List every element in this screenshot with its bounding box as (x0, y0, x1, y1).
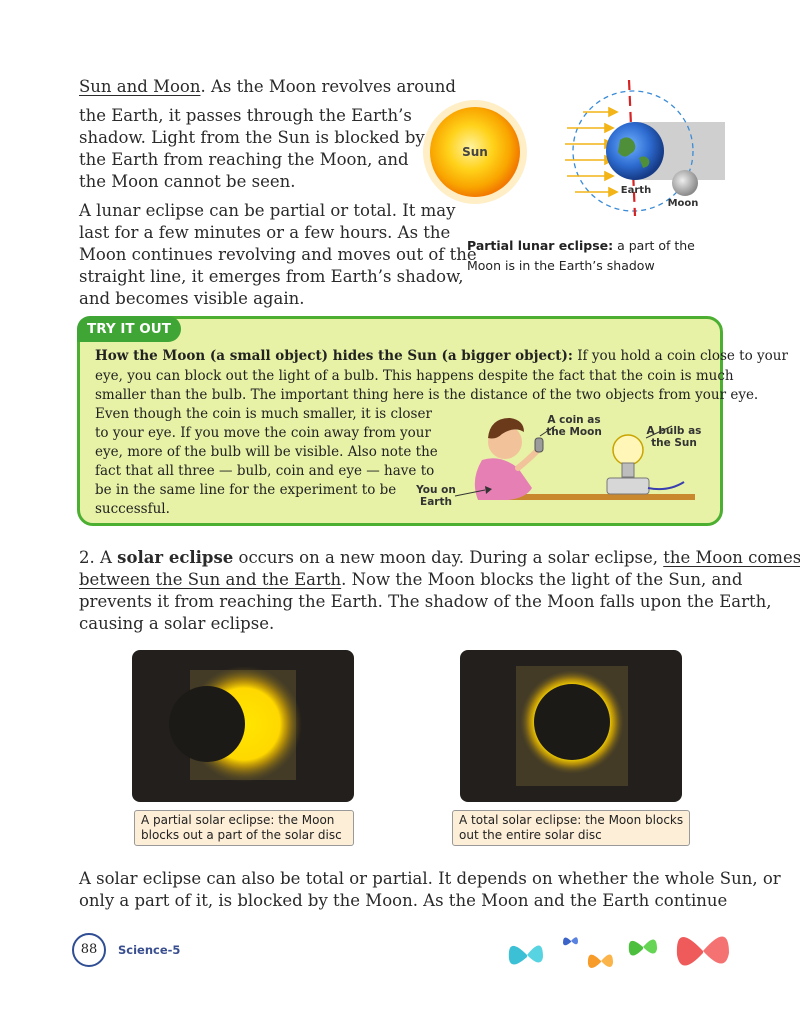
lunar-caption-line: Moon is in the Earth’s shadow (467, 258, 655, 273)
para-line: between the Sun and the Earth. Now the M… (79, 570, 743, 589)
try-line: eye, you can block out the light of a bu… (95, 368, 734, 384)
sun-icon (430, 107, 520, 197)
moon-orbit (572, 90, 694, 212)
try-line: to your eye. If you move the coin away f… (95, 425, 431, 441)
try-line: be in the same line for the experiment t… (95, 482, 397, 498)
page-number: 88 (72, 933, 106, 967)
try-line: fact that all three — bulb, coin and eye… (95, 463, 435, 479)
para-line: A solar eclipse can also be total or par… (79, 869, 781, 888)
try-line: smaller than the bulb. The important thi… (95, 387, 759, 403)
para-line: only a part of it, is blocked by the Moo… (79, 891, 728, 910)
coin-bulb-illustration (454, 418, 695, 500)
table (505, 494, 695, 500)
total-eclipse-image (516, 666, 628, 786)
butterfly-icon (508, 945, 543, 965)
para-line: Moon continues revolving and moves out o… (79, 245, 477, 264)
partial-eclipse-caption: A partial solar eclipse: the Moon blocks … (134, 810, 354, 846)
lunar-eclipse-diagram: Sun Earth Moon (423, 79, 725, 217)
butterflies-decoration (508, 936, 729, 969)
para-line: 2. A solar eclipse occurs on a new moon … (79, 548, 800, 567)
partial-eclipse-image (169, 666, 302, 782)
try-line: How the Moon (a small object) hides the … (95, 348, 788, 364)
moon-disc (534, 684, 610, 760)
butterfly-icon (676, 936, 729, 966)
earth-label: Earth (621, 185, 651, 196)
para-line: A lunar eclipse can be partial or total.… (79, 201, 456, 220)
moon-disc (169, 686, 245, 762)
bulb-label: A bulb as the Sun (646, 425, 702, 449)
partial-eclipse-panel (132, 650, 354, 802)
para-line: the Moon cannot be seen. (79, 172, 296, 191)
lunar-caption-line: Partial lunar eclipse: a part of the (467, 238, 695, 253)
para-line: prevents it from reaching the Earth. The… (79, 592, 772, 611)
para-line: causing a solar eclipse. (79, 614, 275, 633)
para-line: the Earth, it passes through the Earth’s (79, 106, 412, 125)
you-label: You on Earth (416, 484, 456, 508)
sun-label: Sun (462, 145, 488, 159)
para-line: straight line, it emerges from Earth’s s… (79, 267, 464, 286)
moon-icon (672, 170, 698, 196)
earth-icon (606, 122, 664, 180)
total-eclipse-panel (460, 650, 682, 802)
para-line: Sun and Moon. As the Moon revolves aroun… (79, 77, 456, 96)
butterfly-icon (563, 937, 578, 946)
para-line: last for a few minutes or a few hours. A… (79, 223, 451, 242)
para-line: and becomes visible again. (79, 289, 305, 308)
bulb-stand (606, 477, 650, 495)
sunlight-arrows (565, 106, 619, 198)
butterfly-icon (628, 939, 657, 956)
para-line: the Earth from reaching the Moon, and (79, 150, 409, 169)
try-it-out-tab: TRY IT OUT (77, 316, 181, 342)
try-line: eye, more of the bulb will be visible. A… (95, 444, 438, 460)
try-line: successful. (95, 501, 170, 517)
coin-icon (534, 437, 544, 453)
moon-label: Moon (668, 198, 699, 209)
para-line: shadow. Light from the Sun is blocked by (79, 128, 425, 147)
try-line: Even though the coin is much smaller, it… (95, 406, 432, 422)
butterfly-icon (587, 954, 613, 969)
coin-label: A coin as the Moon (546, 414, 602, 438)
book-title: Science-5 (118, 943, 181, 957)
total-eclipse-caption: A total solar eclipse: the Moon blocks ou… (452, 810, 690, 846)
